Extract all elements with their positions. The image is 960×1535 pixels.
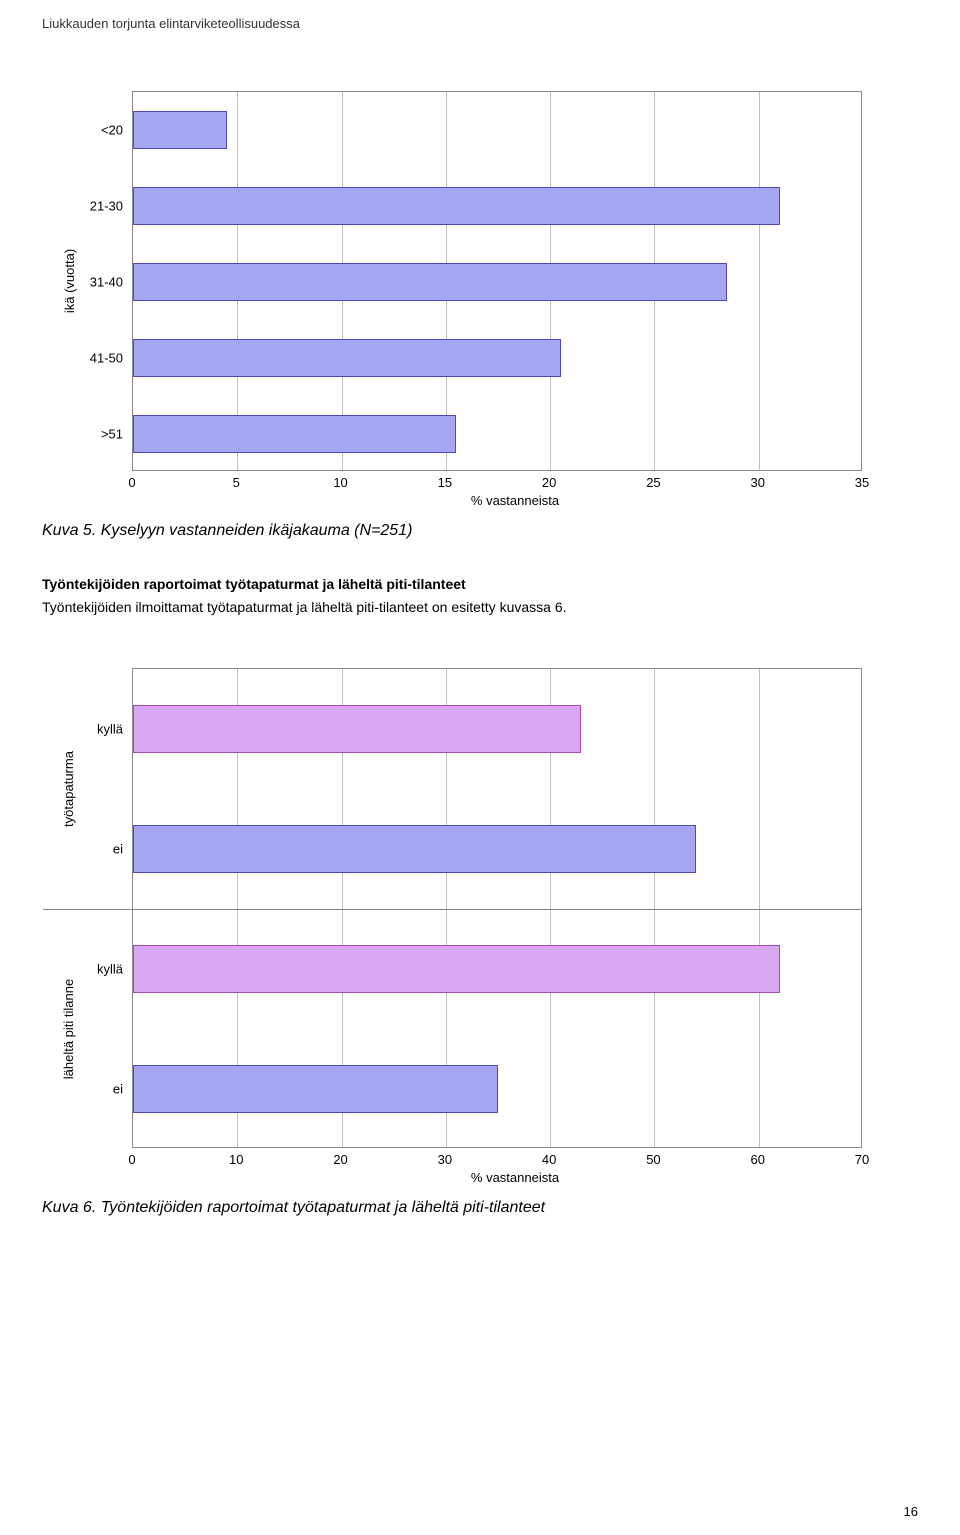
chart2-group-label: läheltä piti tilanne (61, 978, 76, 1078)
page-number: 16 (904, 1504, 918, 1519)
chart1-y-axis-title: ikä (vuotta) (62, 249, 77, 313)
chart2-x-tick: 0 (128, 1152, 135, 1167)
chart2-x-tick: 50 (646, 1152, 660, 1167)
chart1-bar (133, 263, 727, 301)
chart1-category-label: 41-50 (90, 351, 133, 366)
chart1-x-axis-title: % vastanneista (132, 493, 898, 508)
chart2-gridline (759, 669, 760, 1147)
chart1-x-tick: 15 (438, 475, 452, 490)
chart2-group-label: työtapaturma (61, 751, 76, 827)
chart2-category-label: ei (113, 1081, 133, 1096)
chart2-caption: Kuva 6. Työntekijöiden raportoimat työta… (42, 1199, 918, 1217)
chart1-category-label: >51 (101, 427, 133, 442)
chart1-x-tick: 20 (542, 475, 556, 490)
chart2-gridline (654, 669, 655, 1147)
chart2-plot-area: kylläeikylläeityötapaturmaläheltä piti t… (132, 668, 862, 1148)
chart1-caption: Kuva 5. Kyselyyn vastanneiden ikäjakauma… (42, 522, 918, 540)
chart1-bar (133, 339, 561, 377)
chart1-x-tick: 35 (855, 475, 869, 490)
page: Liukkauden torjunta elintarviketeollisuu… (0, 0, 960, 1535)
chart2-bar (133, 825, 696, 873)
chart2-x-tick: 60 (750, 1152, 764, 1167)
chart1-x-ticks: 05101520253035 (132, 471, 862, 491)
document-header: Liukkauden torjunta elintarviketeollisuu… (42, 16, 918, 31)
chart2-category-label: kyllä (97, 961, 133, 976)
chart1-bar (133, 111, 227, 149)
chart2-bar (133, 1065, 498, 1113)
chart1-gridline (759, 92, 760, 470)
chart-accidents: kylläeikylläeityötapaturmaläheltä piti t… (132, 668, 898, 1185)
chart1-x-tick: 0 (128, 475, 135, 490)
chart1-x-tick: 25 (646, 475, 660, 490)
chart2-category-label: ei (113, 841, 133, 856)
chart2-bar (133, 945, 780, 993)
chart2-x-tick: 70 (855, 1152, 869, 1167)
chart2-x-axis-title: % vastanneista (132, 1170, 898, 1185)
chart1-x-tick: 10 (333, 475, 347, 490)
section-heading: Työntekijöiden raportoimat työtapaturmat… (42, 576, 918, 592)
chart2-category-label: kyllä (97, 721, 133, 736)
chart1-category-label: 31-40 (90, 275, 133, 290)
chart2-group-divider (43, 909, 861, 910)
section-body: Työntekijöiden ilmoittamat työtapaturmat… (42, 598, 918, 618)
chart2-x-ticks: 010203040506070 (132, 1148, 862, 1168)
chart2-x-tick: 30 (438, 1152, 452, 1167)
chart1-category-label: <20 (101, 123, 133, 138)
chart2-x-tick: 20 (333, 1152, 347, 1167)
chart2-x-tick: 10 (229, 1152, 243, 1167)
chart1-bar (133, 415, 456, 453)
chart2-bar (133, 705, 581, 753)
chart1-category-label: 21-30 (90, 199, 133, 214)
chart-age-distribution: ikä (vuotta) <2021-3031-4041-50>51 05101… (132, 91, 898, 508)
chart1-plot-area: <2021-3031-4041-50>51 (132, 91, 862, 471)
chart2-x-tick: 40 (542, 1152, 556, 1167)
chart1-x-tick: 30 (750, 475, 764, 490)
chart1-bar (133, 187, 780, 225)
chart1-x-tick: 5 (233, 475, 240, 490)
